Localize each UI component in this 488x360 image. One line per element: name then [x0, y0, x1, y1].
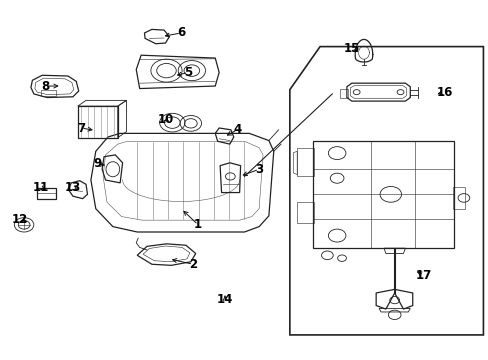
Text: 10: 10 [157, 113, 173, 126]
Bar [297, 148, 314, 176]
Text: 4: 4 [233, 123, 241, 136]
Text: 8: 8 [41, 80, 50, 93]
Text: 5: 5 [184, 66, 192, 79]
Text: 17: 17 [415, 269, 431, 282]
Text: 11: 11 [33, 181, 49, 194]
Bar [78, 106, 118, 138]
Bar [452, 187, 465, 209]
Bar [37, 188, 56, 199]
Text: 2: 2 [189, 258, 197, 271]
Bar [297, 202, 314, 223]
Text: 1: 1 [194, 218, 202, 231]
Text: 16: 16 [435, 86, 452, 99]
Text: 7: 7 [77, 122, 85, 135]
Text: 3: 3 [255, 163, 263, 176]
Text: 12: 12 [12, 213, 28, 226]
Text: 15: 15 [343, 41, 359, 54]
Text: 6: 6 [177, 27, 185, 40]
Text: 9: 9 [93, 157, 101, 170]
Bar [312, 140, 453, 248]
Text: 14: 14 [216, 293, 233, 306]
Bar [339, 89, 347, 98]
Text: 13: 13 [64, 181, 81, 194]
Bar [41, 90, 56, 96]
